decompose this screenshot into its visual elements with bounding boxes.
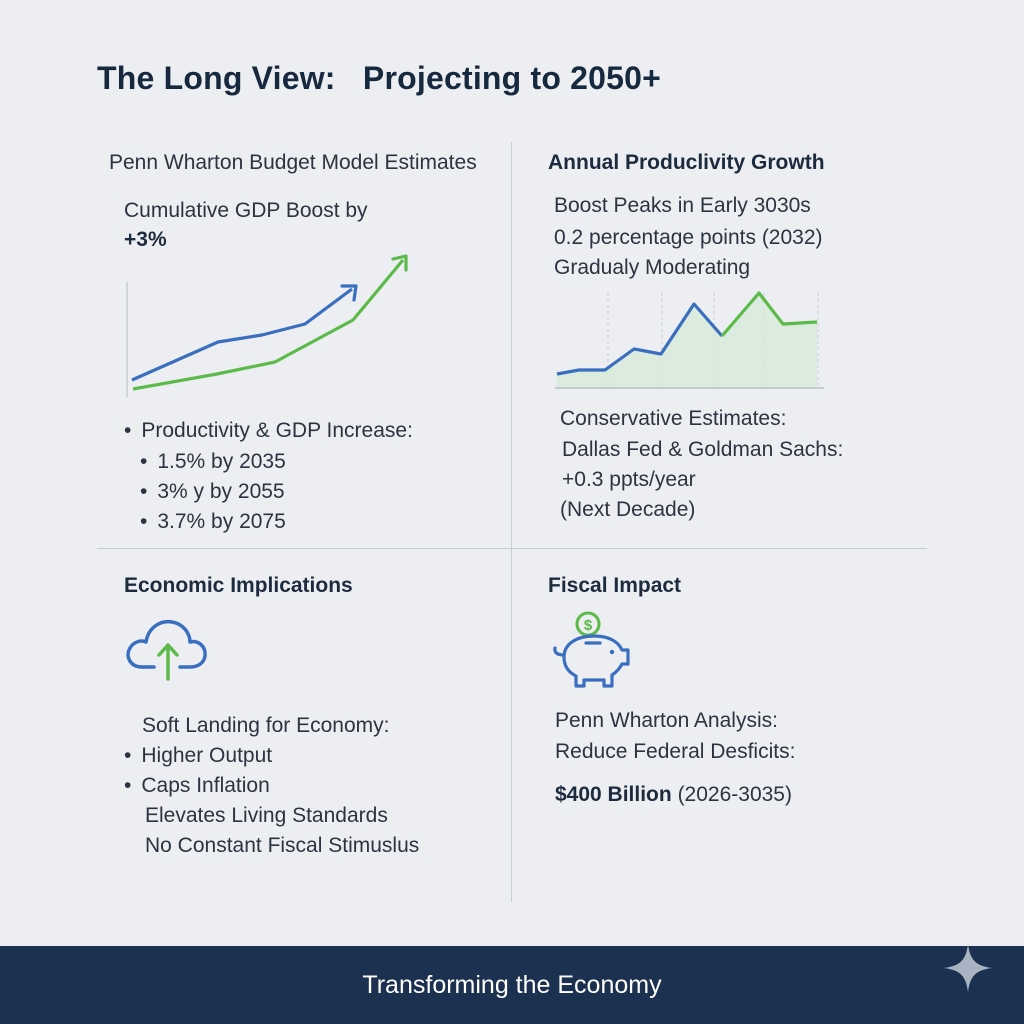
q3-bullet: Caps Inflation [124, 774, 269, 798]
trend-line-blue [131, 287, 353, 382]
cloud-upload-icon [126, 619, 207, 681]
q2-line: Gradualy Moderating [554, 256, 751, 279]
q2-conservative-line: (Next Decade) [560, 498, 696, 521]
sparkle-icon [944, 944, 992, 992]
q1-value: +3% [124, 228, 167, 251]
q2-line: 0.2 percentage points (2032) [554, 226, 823, 249]
q1-list-item: 3% y by 2055 [140, 480, 284, 504]
q3-extra: Elevates Living Standards [145, 804, 388, 827]
arrowhead-green [391, 254, 408, 272]
page-title: The Long View: Projecting to 2050+ [97, 60, 662, 96]
gdp-boost-trend-graphic [126, 254, 408, 397]
footer-banner: Transforming the Economy [0, 946, 1024, 1024]
area-fill [557, 293, 817, 388]
q4-heading: Fiscal Impact [548, 574, 682, 597]
vertical-divider [511, 142, 512, 902]
piggy-bank-icon: $ [553, 611, 630, 688]
q3-bullet: Higher Output [124, 744, 272, 768]
q2-conservative-title: Conservative Estimates: [560, 407, 787, 430]
q3-heading: Economic Implications [124, 574, 353, 597]
q2-conservative-line: Dallas Fed & Goldman Sachs: [562, 438, 844, 461]
q1-list-item: 1.5% by 2035 [140, 450, 285, 474]
q4-amount: $400 Billion [555, 783, 672, 806]
q1-list-item: 3.7% by 2075 [140, 510, 285, 534]
series-line-green [720, 291, 818, 338]
footer-text: Transforming the Economy [362, 971, 662, 999]
svg-text:$: $ [584, 617, 593, 634]
q1-list-title: Productivity & GDP Increase: [124, 419, 413, 443]
q3-extra: No Constant Fiscal Stimuslus [145, 834, 420, 857]
q1-subheading: Cumulative GDP Boost by [124, 199, 368, 222]
q2-line: Boost Peaks in Early 3030s [554, 194, 811, 217]
series-line-blue [556, 302, 724, 376]
q4-line: Penn Wharton Analysis: [555, 709, 778, 732]
q2-conservative-line: +0.3 ppts/year [562, 468, 696, 491]
horizontal-divider [97, 548, 927, 549]
arrowhead-blue [340, 284, 358, 302]
productivity-area-graphic [555, 291, 824, 389]
q4-amount-row: $400 Billion (2026-3035) [555, 783, 792, 807]
q4-line: Reduce Federal Desficits: [555, 740, 796, 763]
q1-heading: Penn Wharton Budget Model Estimates [109, 151, 477, 174]
trend-line-green [132, 258, 405, 391]
q2-heading: Annual Produclivity Growth [548, 151, 825, 174]
q3-lead: Soft Landing for Economy: [142, 714, 390, 737]
q4-range: (2026-3035) [677, 783, 792, 806]
